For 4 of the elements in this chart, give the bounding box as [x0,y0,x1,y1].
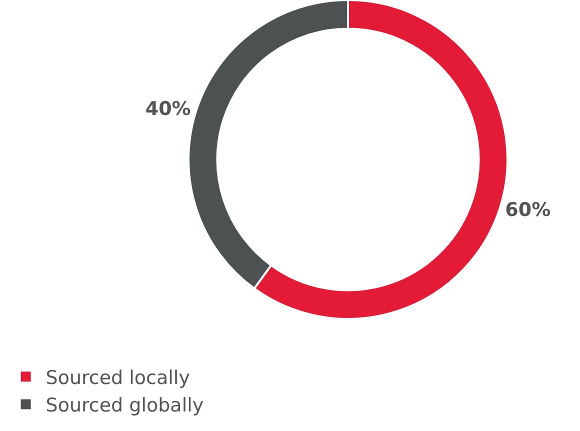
data-label: 60% [505,198,551,221]
legend-label: Sourced locally [46,366,190,389]
legend-label: Sourced globally [46,394,204,417]
data-label: 40% [145,98,191,120]
